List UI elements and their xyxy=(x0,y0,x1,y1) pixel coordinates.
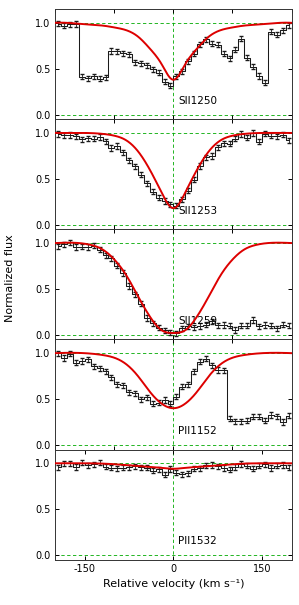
Text: PII1532: PII1532 xyxy=(178,537,217,546)
Text: PII1152: PII1152 xyxy=(178,427,217,436)
Text: SII1250: SII1250 xyxy=(178,96,217,106)
X-axis label: Relative velocity (km s⁻¹): Relative velocity (km s⁻¹) xyxy=(103,578,244,589)
Text: SII1253: SII1253 xyxy=(178,206,217,216)
Text: SII1259: SII1259 xyxy=(178,316,217,326)
Text: Normalized flux: Normalized flux xyxy=(5,234,16,322)
